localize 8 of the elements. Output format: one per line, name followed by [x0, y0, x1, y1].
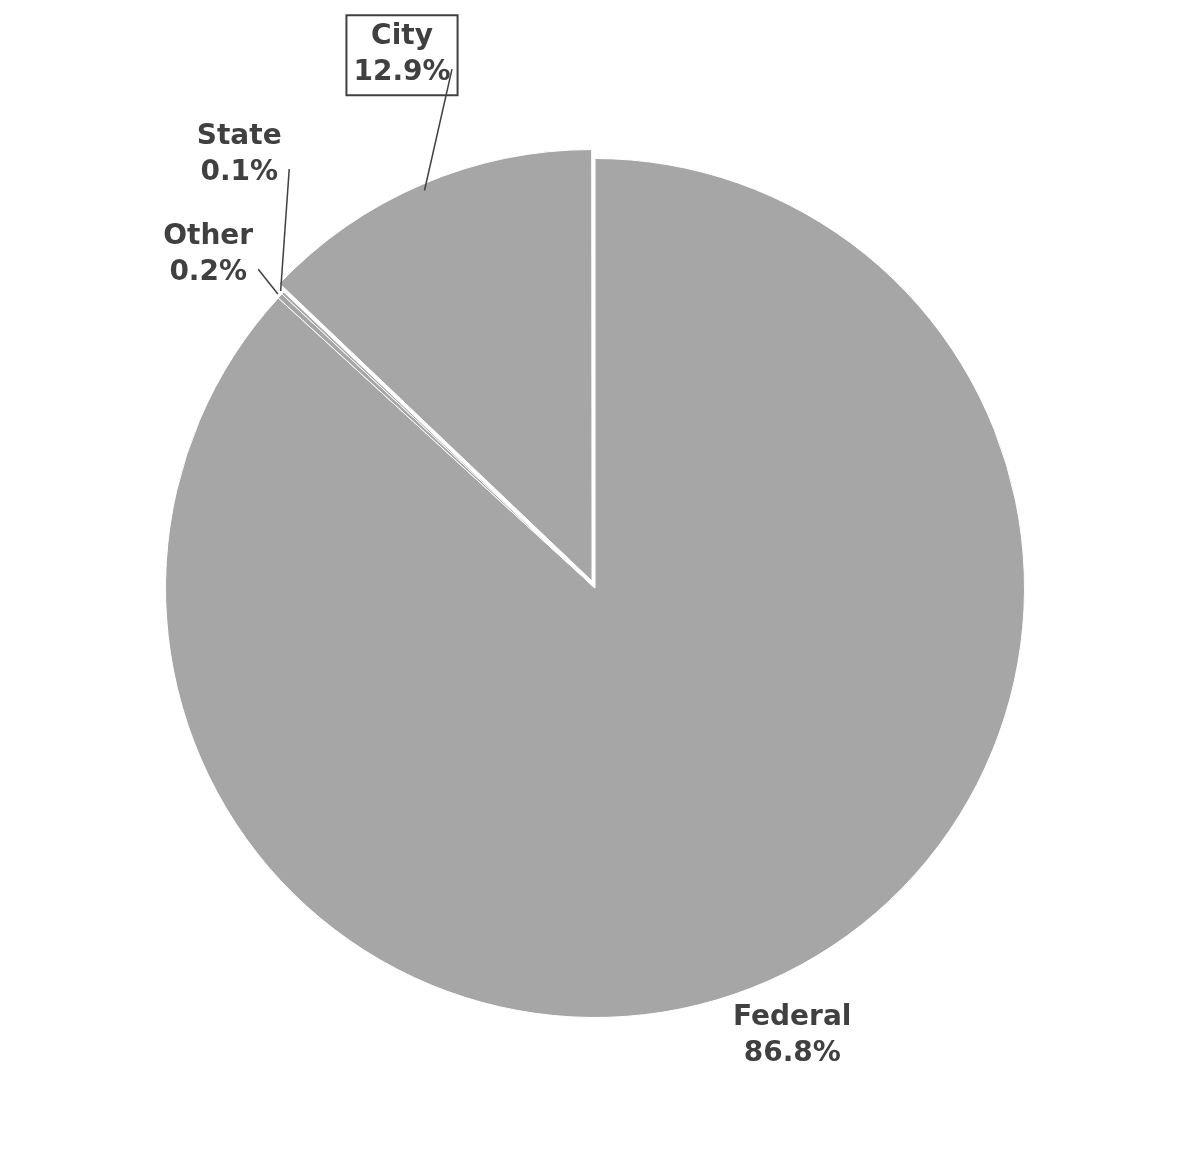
slice-label: City	[371, 18, 433, 52]
data-label: 86.8%	[743, 1035, 841, 1069]
data-label: 0.1%	[200, 154, 279, 188]
data-label: 12.9%	[353, 54, 451, 88]
data-label: 0.2%	[169, 254, 248, 288]
slice-label: State	[196, 118, 282, 152]
slice-label: Federal	[733, 999, 852, 1033]
slice-label: Other	[163, 218, 254, 252]
